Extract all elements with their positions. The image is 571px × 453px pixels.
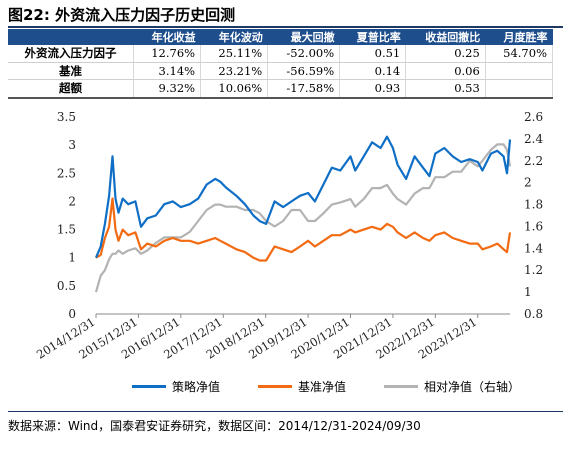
y-right-tick-label: 1.6 [524,219,543,233]
table-row: 外资流入压力因子 12.76% 25.11% -52.00% 0.51 0.25… [8,45,554,63]
y-right-tick-label: 1.4 [524,241,543,255]
table-cell [485,79,554,99]
table-cell: 0.51 [339,45,407,63]
y-right-tick-label: 0.8 [524,307,543,321]
line-chart: 0 0.5 1 1.5 2 2.5 3 3.5 0.8 1 1.2 1.4 1.6 1.8 2 2.2 2.4 2… [34,110,544,362]
table-header-cell: 月度胜率 [485,29,553,45]
y-left-tick-label: 1.5 [57,223,76,237]
legend-swatch-benchmark [258,384,292,388]
legend-item-strategy: 策略净值 [132,376,220,396]
legend-label-strategy: 策略净值 [172,379,221,394]
y-right-tick-label: 1 [524,285,532,299]
table-header-cell: 夏普比率 [339,29,406,45]
series-line-relative [94,143,512,293]
y-right-tick-label: 2 [524,176,532,190]
y-left-tick-label: 0 [68,307,76,321]
source-note: 数据来源：Wind，国泰君安证券研究，数据区间：2014/12/31-2024/… [8,419,421,433]
y-left-tick-label: 0.5 [57,279,76,293]
table-header-cell: 年化波动 [200,29,268,45]
y-right-tick-label: 2.4 [524,132,543,146]
chart-legend: 策略净值 基准净值 相对净值（右轴） [0,376,571,396]
table-header-cell [8,29,134,45]
y-right-tick-label: 1.2 [524,263,543,277]
y-left-tick-label: 3 [68,138,76,152]
legend-swatch-relative [384,384,418,388]
legend-item-benchmark: 基准净值 [258,376,346,396]
table-cell: 10.06% [200,79,269,99]
y-right-tick-label: 2.2 [524,154,543,168]
figure-title: 图22: 外资流入压力因子历史回测 [8,6,236,24]
legend-label-benchmark: 基准净值 [298,379,347,394]
row-label: 基准 [8,62,134,80]
table-header-cell: 最大回撤 [267,29,340,45]
table-cell: 0.14 [339,62,407,80]
table-cell: 3.14% [133,62,202,80]
table-cell: -17.58% [267,79,341,99]
bottom-rule [8,411,563,412]
table-row: 超额 9.32% 10.06% -17.58% 0.93 0.53 [8,79,554,99]
table-header-cell: 收益回撤比 [405,29,486,45]
table-cell: 0.93 [339,79,407,99]
table-cell: 0.25 [405,45,486,63]
y-right-tick-label: 1.8 [524,198,543,212]
table-header-row: 年化收益 年化波动 最大回撤 夏普比率 收益回撤比 月度胜率 [8,29,553,45]
table-cell: 0.53 [405,79,486,99]
table-cell: -56.59% [267,62,341,80]
series-line-benchmark [95,197,512,262]
y-right-tick-label: 2.6 [524,110,543,124]
y-left-tick-label: 2 [68,194,76,208]
row-label: 超额 [8,79,134,99]
series-line-strategy [94,135,512,259]
legend-swatch-strategy [132,384,166,388]
stats-table: 年化收益 年化波动 最大回撤 夏普比率 收益回撤比 月度胜率 外资流入压力因子 … [8,29,554,99]
table-cell: 0.06 [405,62,486,80]
table-cell: 54.70% [485,45,554,63]
table-cell: -52.00% [267,45,341,63]
table-cell [485,62,554,80]
table-cell: 9.32% [133,79,202,99]
y-left-tick-label: 2.5 [57,166,76,180]
table-header-cell: 年化收益 [133,29,201,45]
legend-item-relative: 相对净值（右轴） [384,376,520,396]
title-rule [8,26,563,28]
y-left-tick-label: 3.5 [57,110,76,124]
table-cell: 25.11% [200,45,269,63]
row-label: 外资流入压力因子 [8,45,134,63]
table-cell: 23.21% [200,62,269,80]
table-row: 基准 3.14% 23.21% -56.59% 0.14 0.06 [8,62,554,80]
table-cell: 12.76% [133,45,202,63]
legend-label-relative: 相对净值（右轴） [424,379,521,394]
y-left-tick-label: 1 [68,251,76,265]
